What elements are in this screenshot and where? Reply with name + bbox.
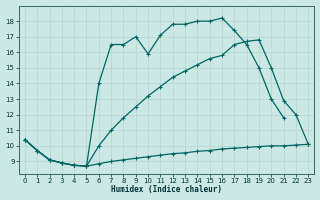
X-axis label: Humidex (Indice chaleur): Humidex (Indice chaleur) xyxy=(111,185,222,194)
